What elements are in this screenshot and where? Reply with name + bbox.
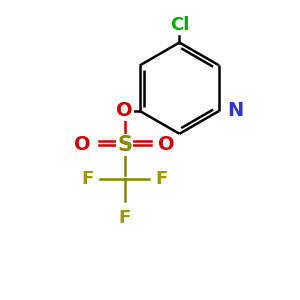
Text: O: O bbox=[74, 135, 91, 154]
Text: Cl: Cl bbox=[170, 16, 189, 34]
Text: F: F bbox=[155, 170, 168, 188]
Text: S: S bbox=[117, 135, 132, 155]
Text: F: F bbox=[81, 170, 94, 188]
Text: O: O bbox=[158, 135, 175, 154]
Text: F: F bbox=[118, 209, 131, 227]
Text: O: O bbox=[116, 101, 133, 121]
Text: N: N bbox=[227, 101, 244, 121]
